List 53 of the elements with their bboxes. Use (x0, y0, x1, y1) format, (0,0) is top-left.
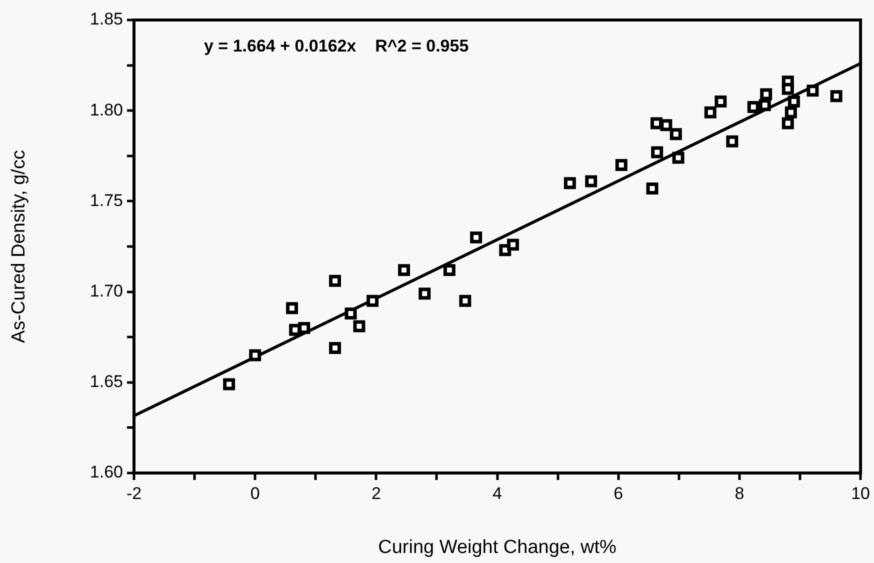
y-tick-label: 1.70 (90, 281, 123, 300)
point (499, 244, 512, 256)
y-tick-label: 1.60 (90, 462, 123, 482)
point (286, 302, 298, 314)
point (758, 99, 771, 112)
point (249, 349, 262, 362)
point (329, 274, 342, 287)
point (564, 177, 576, 190)
point (704, 106, 716, 118)
point (615, 158, 628, 171)
point (298, 322, 310, 334)
x-tick-label: 4 (492, 484, 502, 503)
point (459, 294, 472, 307)
x-tick-label: 10 (851, 484, 870, 503)
point (398, 264, 410, 276)
point (782, 82, 794, 95)
point (223, 378, 236, 390)
y-tick-label: 1.85 (90, 10, 123, 29)
point (366, 294, 379, 307)
point (646, 182, 658, 195)
point (660, 119, 672, 132)
point (830, 90, 842, 102)
point (726, 135, 738, 148)
point (782, 117, 794, 130)
point (651, 146, 664, 158)
y-axis-title: As-Cured Density, g/cc (8, 150, 30, 343)
x-tick-label: 6 (614, 484, 624, 503)
y-tick-label: 1.75 (90, 190, 123, 210)
x-tick-label: 8 (734, 484, 744, 503)
point (670, 128, 682, 140)
point (344, 308, 357, 320)
point (760, 88, 772, 100)
point (443, 264, 456, 276)
x-tick-label: 2 (371, 484, 381, 503)
point (418, 288, 431, 300)
point (470, 231, 482, 244)
point (650, 117, 662, 130)
point (747, 100, 760, 113)
y-tick-label: 1.80 (90, 100, 123, 120)
x-axis-title: Curing Weight Change, wt% (378, 536, 617, 558)
point (329, 342, 342, 354)
point (507, 238, 520, 251)
point (353, 320, 366, 332)
x-tick-label: -2 (126, 484, 142, 503)
point (714, 96, 727, 108)
point (672, 152, 684, 164)
point (585, 175, 598, 188)
point (784, 106, 797, 118)
point (788, 96, 800, 108)
x-tick-label: 0 (250, 484, 260, 503)
annotation: y = 1.664 + 0.0162x R^2 = 0.955 (204, 36, 469, 56)
y-tick-label: 1.65 (90, 372, 123, 392)
point (806, 84, 819, 97)
